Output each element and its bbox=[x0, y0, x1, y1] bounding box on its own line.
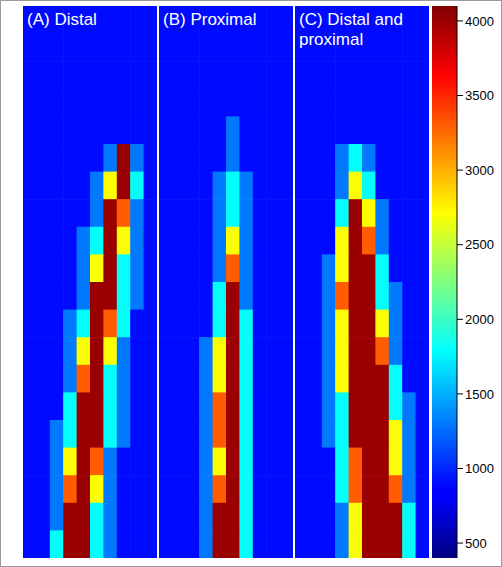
svg-text:3000: 3000 bbox=[465, 163, 494, 178]
svg-text:2000: 2000 bbox=[465, 312, 494, 327]
svg-text:2500: 2500 bbox=[465, 237, 494, 252]
svg-text:4000: 4000 bbox=[465, 14, 494, 29]
svg-text:500: 500 bbox=[465, 536, 487, 551]
html-text:(A) Distal: (A) Distal bbox=[27, 10, 97, 29]
svg-text:1000: 1000 bbox=[465, 461, 494, 476]
svg-text:1500: 1500 bbox=[465, 387, 494, 402]
svg-text:3500: 3500 bbox=[465, 88, 494, 103]
html-text:(B) Proximal: (B) Proximal bbox=[163, 10, 257, 29]
html-text:(C) Distal and proximal: (C) Distal and proximal bbox=[299, 10, 403, 49]
